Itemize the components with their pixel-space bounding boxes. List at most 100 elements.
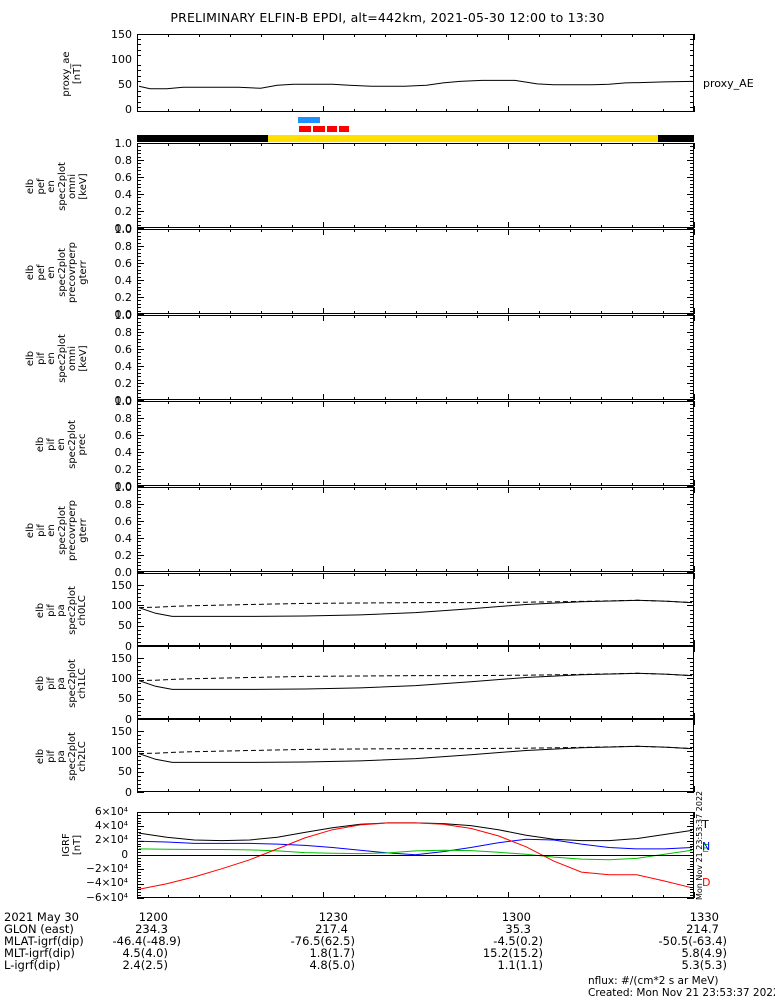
ylabel-line: omni bbox=[67, 174, 78, 199]
axis-tick-x-major bbox=[694, 106, 695, 112]
axis-tick-x-minor bbox=[261, 646, 262, 649]
axis-tick-x-minor bbox=[354, 812, 355, 815]
axis-tick-x-major bbox=[137, 315, 138, 321]
axis-tick-x-major bbox=[508, 480, 509, 486]
axis-tick-minor bbox=[690, 858, 694, 859]
axis-tick-minor bbox=[137, 70, 141, 71]
axis-tick-x-minor bbox=[416, 483, 417, 486]
axis-tick-minor bbox=[137, 622, 141, 623]
axis-tick-minor bbox=[137, 630, 141, 631]
axis-tick-x-minor bbox=[477, 643, 478, 646]
axis-tick-x-major bbox=[323, 229, 324, 235]
axis-tick-major bbox=[687, 521, 694, 522]
axis-tick-minor bbox=[690, 304, 694, 305]
axis-tick-x-minor bbox=[601, 646, 602, 649]
igrf-legend-D: D bbox=[702, 876, 711, 889]
axis-tick-x-major bbox=[137, 222, 138, 228]
axis-tick-x-minor bbox=[416, 643, 417, 646]
axis-tick-x-minor bbox=[632, 812, 633, 815]
axis-tick-x-major bbox=[137, 892, 138, 898]
axis-tick-x-minor bbox=[663, 716, 664, 719]
axis-tick-x-minor bbox=[230, 789, 231, 792]
axis-tick-x-major bbox=[137, 480, 138, 486]
axis-tick-x-major bbox=[694, 229, 695, 235]
ytick-pif-en-prec-00: 0.0 bbox=[114, 479, 133, 493]
axis-tick-minor bbox=[690, 91, 694, 92]
axis-tick-minor bbox=[137, 329, 141, 330]
ytick-pif-en-omni-02: 0.2 bbox=[114, 376, 133, 390]
ytick-pif-pa-ch1lc-0: 0 bbox=[125, 712, 132, 726]
axis-tick-x-minor bbox=[477, 716, 478, 719]
axis-tick-x-minor bbox=[601, 487, 602, 490]
axis-tick-x-minor bbox=[446, 719, 447, 722]
axis-tick-major bbox=[687, 538, 694, 539]
ytick-pef-en-precovrperp-08: 0.8 bbox=[114, 239, 133, 253]
axis-tick-x-minor bbox=[354, 895, 355, 898]
axis-tick-x-minor bbox=[663, 315, 664, 318]
axis-tick-x-major bbox=[323, 892, 324, 898]
axis-tick-x-minor bbox=[385, 569, 386, 572]
axis-tick-minor bbox=[690, 214, 694, 215]
page-title: PRELIMINARY ELFIN-B EPDI, alt=442km, 202… bbox=[170, 10, 605, 25]
axis-tick-x-major bbox=[694, 308, 695, 314]
axis-tick-x-minor bbox=[632, 229, 633, 232]
ytick-pif-pa-ch1lc-150: 150 bbox=[111, 651, 132, 665]
axis-tick-major bbox=[137, 792, 144, 793]
ytick-pif-en-precovrperp-08: 0.8 bbox=[114, 497, 133, 511]
axis-tick-minor bbox=[137, 428, 141, 429]
ytick-pef-en-omni-04: 0.4 bbox=[114, 187, 133, 201]
axis-tick-minor bbox=[137, 788, 141, 789]
axis-tick-minor bbox=[690, 197, 694, 198]
axis-tick-minor bbox=[137, 232, 141, 233]
axis-tick-minor bbox=[137, 411, 141, 412]
axis-tick-minor bbox=[137, 218, 141, 219]
axis-tick-minor bbox=[690, 325, 694, 326]
axis-tick-x-minor bbox=[601, 225, 602, 228]
axis-tick-minor bbox=[690, 887, 694, 888]
axis-tick-major bbox=[687, 315, 694, 316]
axis-tick-minor bbox=[137, 610, 141, 611]
axis-tick-major bbox=[137, 383, 144, 384]
axis-tick-minor bbox=[137, 339, 141, 340]
axis-tick-x-minor bbox=[539, 311, 540, 314]
axis-tick-minor bbox=[690, 50, 694, 51]
axis-tick-x-minor bbox=[199, 311, 200, 314]
axis-tick-x-major bbox=[137, 487, 138, 493]
axis-tick-minor bbox=[137, 760, 141, 761]
axis-tick-major bbox=[137, 626, 144, 627]
axis-tick-minor bbox=[690, 735, 694, 736]
axis-tick-major bbox=[687, 792, 694, 793]
axis-tick-x-major bbox=[508, 566, 509, 572]
axis-tick-minor bbox=[137, 300, 141, 301]
axis-tick-x-minor bbox=[539, 895, 540, 898]
axis-tick-minor bbox=[690, 597, 694, 598]
axis-tick-minor bbox=[690, 711, 694, 712]
axis-tick-minor bbox=[690, 784, 694, 785]
axis-tick-x-minor bbox=[632, 487, 633, 490]
axis-tick-minor bbox=[690, 821, 694, 822]
axis-tick-minor bbox=[690, 408, 694, 409]
axis-tick-minor bbox=[690, 878, 694, 879]
axis-tick-major bbox=[137, 538, 144, 539]
axis-tick-major bbox=[137, 297, 144, 298]
axis-tick-major bbox=[137, 719, 144, 720]
axis-tick-minor bbox=[690, 593, 694, 594]
axis-tick-x-major bbox=[323, 812, 324, 818]
axis-tick-x-major bbox=[508, 143, 509, 149]
panel-proxy-ae-ylabel: proxy_ae [nT] bbox=[61, 35, 83, 113]
axis-tick-x-minor bbox=[199, 397, 200, 400]
axis-tick-minor bbox=[137, 236, 141, 237]
axis-tick-x-minor bbox=[230, 895, 231, 898]
axis-tick-x-minor bbox=[230, 225, 231, 228]
axis-tick-major bbox=[137, 314, 144, 315]
axis-tick-minor bbox=[137, 167, 141, 168]
ytick-pif-pa-ch0lc-100: 100 bbox=[111, 598, 132, 612]
axis-tick-x-minor bbox=[354, 143, 355, 146]
axis-tick-x-minor bbox=[539, 716, 540, 719]
axis-tick-x-minor bbox=[477, 34, 478, 37]
ylabel-line: elb bbox=[25, 264, 36, 281]
axis-tick-minor bbox=[690, 81, 694, 82]
axis-tick-x-minor bbox=[477, 143, 478, 146]
axis-tick-major bbox=[137, 435, 144, 436]
axis-tick-major bbox=[687, 194, 694, 195]
